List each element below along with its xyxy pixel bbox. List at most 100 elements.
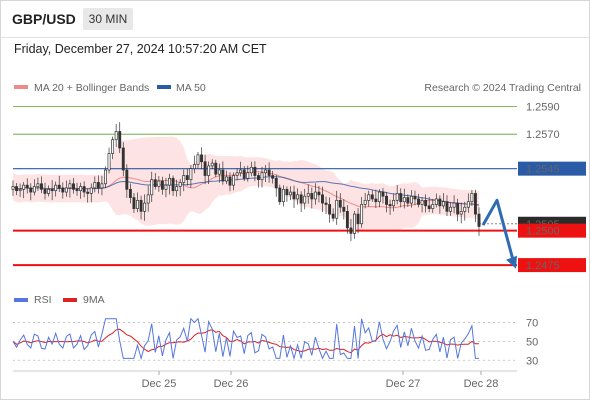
scenario-arrow-head: [506, 255, 517, 269]
level-label-1.2500: 1.2500: [526, 226, 560, 238]
ma50-legend-swatch: [157, 85, 171, 89]
rsi-tick-label: 50: [526, 336, 538, 348]
candle-body: [143, 202, 147, 212]
candle-body: [100, 183, 104, 189]
candle-body: [356, 213, 360, 225]
candle-body: [349, 227, 353, 234]
candle-body: [342, 206, 346, 212]
candle-body: [171, 177, 175, 192]
candle-body: [64, 187, 68, 193]
timeframe-button[interactable]: 30 MIN: [83, 8, 133, 30]
candle-body: [463, 206, 467, 212]
candle-body: [178, 182, 182, 187]
rsi-tick-label: 70: [526, 317, 538, 329]
candle-body: [40, 183, 43, 190]
candle-body: [221, 169, 225, 182]
candle-body: [217, 169, 221, 175]
candle-body: [43, 188, 47, 194]
candle-body: [228, 176, 232, 186]
candle-body: [175, 186, 179, 192]
candle-body: [232, 175, 236, 186]
candle-body: [224, 176, 228, 182]
candle-body: [374, 198, 378, 203]
candle-body: [25, 184, 29, 189]
candle-body: [434, 198, 438, 205]
level-label-1.2545: 1.2545: [526, 164, 560, 176]
scenario-arrow: [481, 198, 517, 269]
candle-body: [242, 169, 246, 179]
candle-body: [79, 186, 83, 192]
candle-body: [452, 202, 456, 208]
candle-body: [210, 162, 214, 167]
candle-body: [377, 191, 381, 203]
rsi-line: [12, 317, 479, 361]
candle-body: [125, 169, 129, 190]
ma20-legend-label: MA 20 + Bollinger Bands: [34, 82, 149, 94]
candle-body: [235, 172, 239, 176]
candle-body: [267, 169, 271, 176]
candle-body: [192, 164, 196, 169]
candle-body: [292, 191, 296, 200]
candle-body: [185, 175, 189, 181]
candle-body: [132, 197, 136, 209]
candle-body: [89, 187, 93, 194]
candle-body: [146, 194, 150, 204]
candle-body: [114, 131, 118, 141]
candle-body: [246, 172, 250, 179]
candle-body: [296, 194, 300, 200]
candle-body: [459, 211, 463, 215]
level-label-1.2590: 1.2590: [526, 102, 560, 114]
candle-body: [29, 187, 33, 193]
candle-body: [441, 201, 445, 207]
candle-body: [253, 166, 257, 176]
candle-body: [328, 204, 332, 215]
candle-body: [335, 199, 339, 219]
candlesticks: [11, 122, 481, 242]
candle-body: [445, 201, 449, 212]
candle-body: [107, 153, 111, 171]
candle-body: [18, 188, 22, 192]
rsi-tick-label: 30: [526, 355, 538, 367]
candle-body: [402, 197, 406, 203]
rsi-panel: 70 50 30: [12, 317, 538, 367]
candle-body: [207, 165, 211, 176]
candle-body: [82, 186, 86, 193]
candle-body: [321, 194, 324, 204]
candle-body: [249, 166, 253, 174]
credit-text: Research © 2024 Trading Central: [424, 82, 581, 94]
candle-body: [409, 195, 413, 204]
ma20-legend-swatch: [14, 85, 28, 89]
candle-body: [128, 188, 132, 198]
candle-body: [338, 199, 342, 208]
candle-body: [470, 193, 474, 203]
candle-body: [96, 182, 100, 189]
level-tag-1.2500: [518, 223, 586, 238]
candle-body: [388, 204, 392, 207]
candle-body: [424, 199, 428, 207]
candle-body: [274, 177, 278, 189]
price-levels: [13, 106, 517, 267]
candle-body: [303, 195, 307, 204]
ma50-legend-label: MA 50: [176, 82, 206, 94]
candle-body: [139, 199, 143, 212]
candle-body: [456, 202, 460, 215]
bollinger-band-area: [13, 136, 479, 231]
candle-body: [381, 191, 385, 197]
candle-body: [313, 191, 317, 200]
candle-body: [345, 211, 349, 229]
candle-body: [54, 184, 58, 192]
candle-body: [22, 184, 26, 190]
symbol-label: GBP/USD: [12, 11, 76, 27]
candle-body: [306, 193, 310, 197]
candle-body: [203, 161, 207, 176]
candle-body: [86, 191, 90, 194]
candle-body: [473, 193, 477, 215]
candle-body: [399, 193, 403, 203]
candle-body: [111, 139, 115, 154]
candle-body: [150, 179, 154, 196]
candle-body: [406, 197, 410, 204]
candle-body: [271, 175, 275, 179]
candle-body: [324, 202, 328, 205]
candle-body: [61, 187, 65, 193]
